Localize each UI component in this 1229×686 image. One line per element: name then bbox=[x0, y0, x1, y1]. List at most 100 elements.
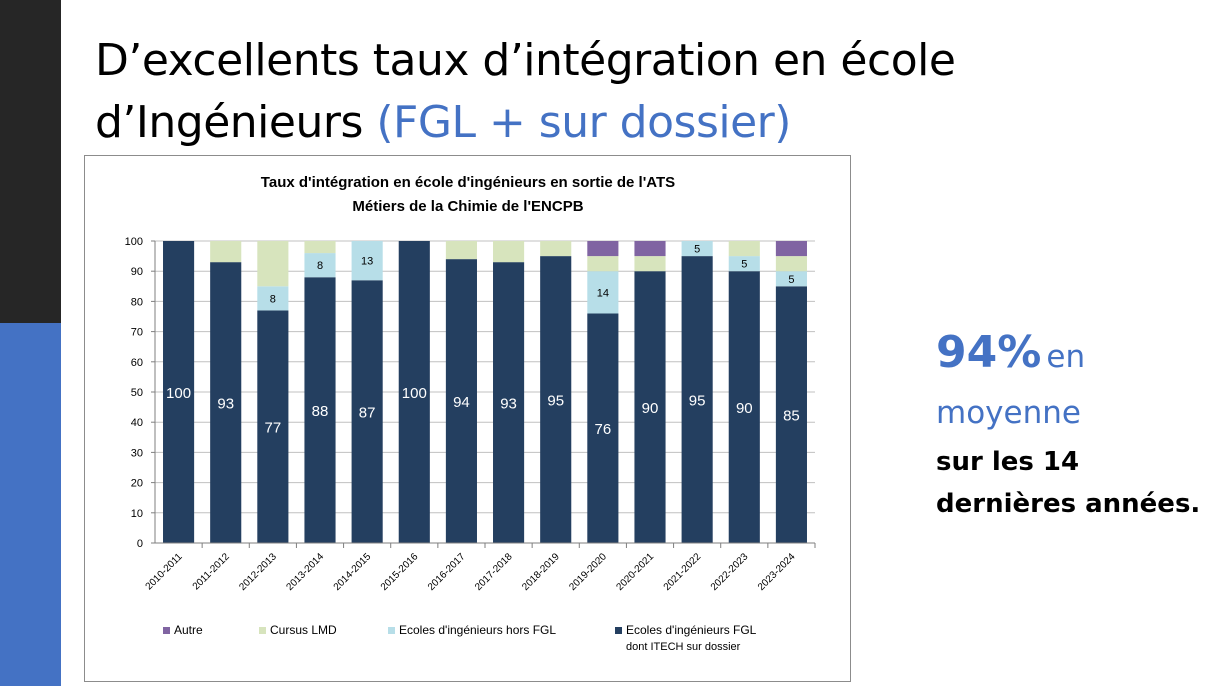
y-tick-label: 30 bbox=[131, 447, 143, 459]
bar-segment bbox=[304, 241, 336, 254]
average-period-line1: sur les 14 bbox=[936, 447, 1080, 477]
chart-title-line2: Métiers de la Chimie de l'ENCPB bbox=[352, 198, 583, 215]
legend-swatch bbox=[615, 627, 622, 634]
y-tick-label: 100 bbox=[125, 236, 143, 248]
y-tick-label: 70 bbox=[131, 327, 143, 339]
x-tick-label: 2011-2012 bbox=[191, 551, 232, 592]
x-tick-label: 2014-2015 bbox=[332, 551, 374, 593]
bar-data-label: 93 bbox=[217, 396, 234, 413]
bar-segment bbox=[775, 241, 807, 257]
slide-title-accent: (FGL + sur dossier) bbox=[376, 97, 791, 148]
bar-data-label: 94 bbox=[453, 394, 470, 411]
sidebar-blue-band bbox=[0, 323, 61, 686]
average-moyenne: moyenne bbox=[936, 395, 1081, 431]
bar-data-label: 100 bbox=[166, 385, 191, 402]
y-tick-label: 60 bbox=[131, 357, 143, 369]
bar-data-label: 5 bbox=[741, 259, 747, 271]
bar-data-label: 88 bbox=[312, 403, 329, 420]
bar-segment bbox=[587, 271, 619, 314]
legend-label: Ecoles d'ingénieurs hors FGL bbox=[399, 623, 556, 637]
bar-segment bbox=[681, 241, 713, 257]
x-tick-label: 2023-2024 bbox=[756, 551, 798, 593]
bar-segment bbox=[445, 259, 477, 543]
bar-data-label: 5 bbox=[788, 274, 794, 286]
x-tick-label: 2022-2023 bbox=[709, 551, 751, 593]
average-value: 94% bbox=[936, 327, 1042, 378]
y-tick-label: 0 bbox=[137, 538, 143, 550]
x-tick-label: 2017-2018 bbox=[473, 551, 515, 593]
bar-segment bbox=[728, 256, 760, 272]
y-tick-label: 90 bbox=[131, 266, 143, 278]
legend-label: Ecoles d'ingénieurs FGL bbox=[626, 623, 757, 637]
y-tick-label: 50 bbox=[131, 387, 143, 399]
bar-data-label: 85 bbox=[783, 408, 800, 425]
average-en: en bbox=[1046, 339, 1086, 375]
bar-segment bbox=[351, 280, 383, 543]
x-tick-label: 2020-2021 bbox=[615, 551, 657, 593]
bar-segment bbox=[398, 241, 430, 543]
bar-data-label: 13 bbox=[361, 256, 373, 268]
bar-data-label: 95 bbox=[689, 393, 706, 410]
x-tick-label: 2021-2022 bbox=[662, 551, 704, 593]
x-tick-label: 2012-2013 bbox=[237, 551, 279, 593]
y-tick-label: 20 bbox=[131, 478, 143, 490]
chart-title-line1: Taux d'intégration en école d'ingénieurs… bbox=[261, 174, 675, 191]
legend-swatch bbox=[388, 627, 395, 634]
bar-segment bbox=[728, 241, 760, 257]
chart-frame: Taux d'intégration en école d'ingénieurs… bbox=[84, 155, 851, 682]
x-tick-label: 2015-2016 bbox=[379, 551, 421, 593]
bar-data-label: 95 bbox=[547, 393, 564, 410]
bar-segment bbox=[351, 241, 383, 281]
legend-label: Cursus LMD bbox=[270, 623, 337, 637]
x-tick-label: 2018-2019 bbox=[520, 551, 562, 593]
bar-segment bbox=[728, 271, 760, 543]
bar-segment bbox=[304, 277, 336, 543]
average-note: 94% en moyenne sur les 14 dernières anné… bbox=[936, 325, 1226, 525]
x-tick-label: 2016-2017 bbox=[426, 551, 468, 593]
bar-data-label: 87 bbox=[359, 405, 376, 422]
stacked-bar-chart: Taux d'intégration en école d'ingénieurs… bbox=[125, 174, 816, 653]
bar-data-label: 8 bbox=[317, 260, 323, 272]
bar-segment bbox=[304, 253, 336, 278]
bar-data-label: 93 bbox=[500, 396, 517, 413]
legend-label-cont: dont ITECH sur dossier bbox=[626, 641, 741, 653]
legend-swatch bbox=[163, 627, 170, 634]
bar-segment bbox=[540, 241, 572, 257]
x-tick-label: 2013-2014 bbox=[285, 551, 327, 593]
bar-segment bbox=[210, 241, 242, 263]
bar-segment bbox=[587, 313, 619, 543]
bar-segment bbox=[775, 271, 807, 287]
x-tick-label: 2010-2011 bbox=[144, 551, 185, 592]
bar-segment bbox=[257, 241, 289, 287]
bar-data-label: 14 bbox=[597, 287, 609, 299]
bar-segment bbox=[257, 310, 289, 543]
bar-segment bbox=[634, 271, 666, 543]
slide-title-main: D’excellents taux d’intégration en école… bbox=[95, 35, 956, 148]
bar-segment bbox=[493, 241, 525, 263]
bar-segment bbox=[493, 262, 525, 543]
x-tick-label: 2019-2020 bbox=[567, 551, 609, 593]
bar-segment bbox=[257, 286, 289, 311]
y-tick-label: 80 bbox=[131, 296, 143, 308]
bar-data-label: 5 bbox=[694, 244, 700, 256]
bar-data-label: 90 bbox=[736, 400, 753, 417]
bar-segment bbox=[775, 256, 807, 272]
bar-data-label: 90 bbox=[642, 400, 659, 417]
slide-title: D’excellents taux d’intégration en école… bbox=[95, 30, 1095, 154]
bar-segment bbox=[587, 256, 619, 272]
bar-segment bbox=[634, 241, 666, 257]
bar-segment bbox=[445, 241, 477, 260]
y-tick-label: 40 bbox=[131, 417, 143, 429]
average-period-line2: dernières années. bbox=[936, 489, 1201, 519]
legend-swatch bbox=[259, 627, 266, 634]
bar-data-label: 100 bbox=[402, 385, 427, 402]
bar-segment bbox=[540, 256, 572, 543]
bar-segment bbox=[163, 241, 195, 543]
bar-segment bbox=[681, 256, 713, 543]
bar-segment bbox=[634, 256, 666, 272]
bar-data-label: 76 bbox=[595, 421, 612, 438]
bar-segment bbox=[210, 262, 242, 543]
sidebar-dark-band bbox=[0, 0, 61, 323]
bar-data-label: 8 bbox=[270, 293, 276, 305]
bar-segment bbox=[775, 286, 807, 543]
